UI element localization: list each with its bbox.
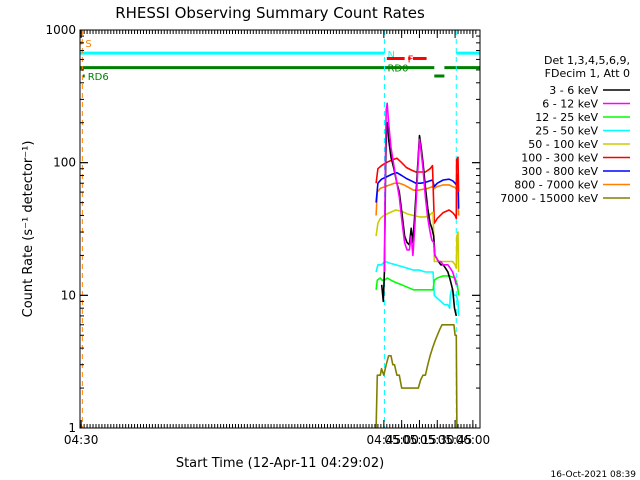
- legend-entry: 12 - 25 keV: [535, 111, 598, 124]
- y-tick-label: 10: [61, 288, 76, 302]
- flag-label-rd6: RD6: [88, 72, 109, 83]
- y-tick-label: 1000: [45, 23, 76, 37]
- x-tick-label: 05:00: [384, 433, 419, 447]
- y-axis: 1 10 100 1000: [45, 23, 480, 435]
- y-tick-label: 1: [68, 421, 76, 435]
- x-tick-label: 05:15: [402, 433, 437, 447]
- series-lines: [375, 102, 460, 429]
- legend: Det 1,3,4,5,6,9,FDecim 1, Att 0 3 - 6 keV…: [500, 54, 630, 205]
- flag-label-n: N: [387, 50, 394, 61]
- legend-header: Det 1,3,4,5,6,9,: [544, 54, 630, 67]
- legend-entry: 7000 - 15000 keV: [500, 192, 598, 205]
- series-line-4: [375, 209, 460, 273]
- legend-entry: 6 - 12 keV: [542, 98, 598, 111]
- x-axis-label: Start Time (12-Apr-11 04:29:02): [176, 456, 384, 471]
- plot-frame: [79, 29, 481, 429]
- series-line-2: [375, 275, 460, 296]
- flag-label-rd0: RD0: [387, 64, 408, 75]
- flag-label-f: F: [408, 54, 414, 65]
- series-line-1: [383, 102, 458, 286]
- legend-entry: 50 - 100 keV: [528, 138, 598, 151]
- x-tick-label: 06:00: [456, 433, 491, 447]
- y-axis-label: Count Rate (s⁻¹ detector⁻¹): [21, 141, 36, 318]
- legend-entry: 800 - 7000 keV: [514, 179, 598, 192]
- series-line-6: [375, 171, 460, 209]
- legend-entry: 100 - 300 keV: [521, 152, 598, 165]
- flag-label-s: S: [85, 39, 91, 50]
- legend-entry: 25 - 50 keV: [535, 125, 598, 138]
- footer-timestamp: 16-Oct-2021 08:39: [551, 470, 637, 480]
- x-tick-label: 05:30: [420, 433, 455, 447]
- x-tick-label: 04:45: [367, 433, 402, 447]
- chart-title: RHESSI Observing Summary Count Rates: [115, 4, 425, 22]
- reference-lines: [81, 30, 481, 428]
- y-tick-label: 100: [53, 156, 76, 170]
- legend-entry: 3 - 6 keV: [549, 84, 598, 97]
- legend-header: FDecim 1, Att 0: [545, 67, 630, 80]
- x-tick-label: 05:45: [438, 433, 473, 447]
- series-line-8: [375, 323, 458, 429]
- x-tick-label: 04:30: [64, 433, 99, 447]
- legend-entry: 300 - 800 keV: [521, 165, 598, 178]
